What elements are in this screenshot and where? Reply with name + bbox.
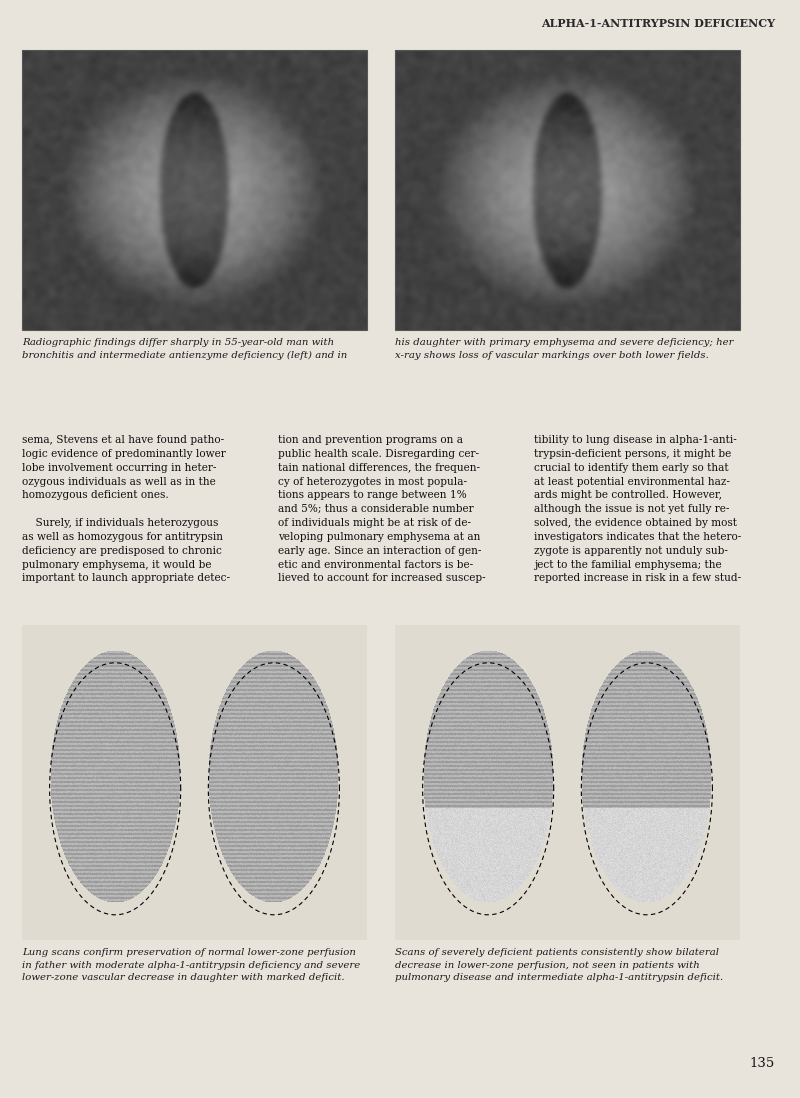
Text: Radiographic findings differ sharply in 55-year-old man with
bronchitis and inte: Radiographic findings differ sharply in …: [22, 338, 347, 360]
Text: tibility to lung disease in alpha-1-anti-
trypsin-deficient persons, it might be: tibility to lung disease in alpha-1-anti…: [534, 435, 742, 583]
Text: his daughter with primary emphysema and severe deficiency; her
x-ray shows loss : his daughter with primary emphysema and …: [395, 338, 734, 359]
Text: Scans of severely deficient patients consistently show bilateral
decrease in low: Scans of severely deficient patients con…: [395, 948, 723, 982]
Text: 135: 135: [750, 1057, 775, 1069]
Text: ALPHA-1-ANTITRYPSIN DEFICIENCY: ALPHA-1-ANTITRYPSIN DEFICIENCY: [541, 18, 775, 29]
Text: Lung scans confirm preservation of normal lower-zone perfusion
in father with mo: Lung scans confirm preservation of norma…: [22, 948, 360, 982]
Bar: [22, 51, 367, 330]
Bar: [395, 51, 740, 330]
Text: sema, Stevens et al have found patho-
logic evidence of predominantly lower
lobe: sema, Stevens et al have found patho- lo…: [22, 435, 230, 583]
Text: tion and prevention programs on a
public health scale. Disregarding cer-
tain na: tion and prevention programs on a public…: [278, 435, 486, 583]
